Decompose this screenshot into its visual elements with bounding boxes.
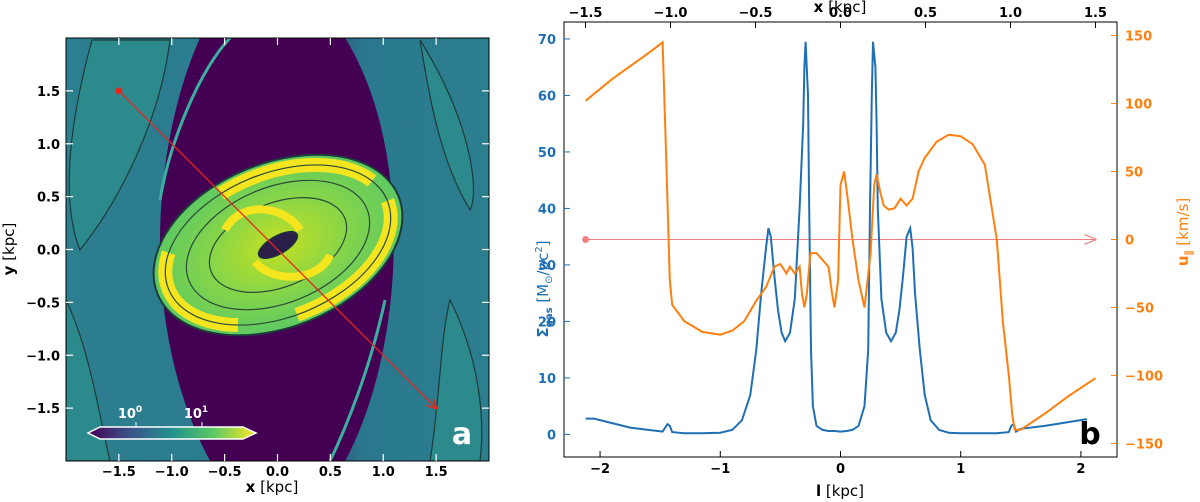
colorbar-bar [86,426,258,440]
panel-a-map: −1.5 −1.0 −0.5 0.0 0.5 1.0 1.5 −1.5 −1.0 −0.5 0.0 0… [0,37,490,496]
profile-xtick-label: −2 [590,462,610,477]
profile-ytick-label: 0 [547,428,556,443]
map-ytick-label: −1.5 [26,402,60,417]
map-ytick-label: 1.0 [37,138,60,153]
ring-contour-1 [164,164,392,326]
profile-ytick-label: 30 [538,259,556,274]
profile-y2tick-label: −100 [1125,369,1163,384]
velocity-line [584,40,1096,431]
dust-lane-south [328,299,387,461]
profile-axis-ticks: −2 −1 0 1 2 −1.5 −1.0 −0.5 0.0 0.5 1.0 1.5 0 10 20 30 40… [538,6,1163,477]
profile-top-tick-label: 1.5 [1084,6,1107,21]
colorbar-label-1: 100 [118,405,142,422]
nuclear-center [257,230,299,260]
map-xtick-label: −1.0 [155,465,189,480]
panel-a-letter: a [452,417,472,452]
profile-top-tick-label: −0.5 [739,6,773,21]
map-ytick-label: 0.0 [37,244,60,259]
halo-band-lower-right [429,298,483,461]
profile-top-tick-label: 0.0 [829,6,852,21]
profile-top-tick-label: 1.0 [999,6,1022,21]
map-xlabel: x [kpc] [246,478,299,496]
sigma-gas-line [585,41,1088,435]
profile-top-xlabel: x [kpc] [814,0,867,16]
profile-y2tick-label: 100 [1125,98,1152,113]
profile-y2tick-label: 0 [1125,234,1134,249]
profile-y2tick-label: 50 [1125,166,1143,181]
profile-top-tick-label: −1.0 [654,6,688,21]
profile-top-tick-label: 0.5 [914,6,937,21]
inner-arm-south [251,253,334,281]
zero-velocity-start-dot [582,236,590,243]
sightline-start-dot [115,87,123,95]
panel-b-letter: b [1079,417,1100,452]
profile-ytick-label: 10 [538,372,556,387]
inner-arm-north [221,205,304,233]
profile-y2tick-label: 150 [1125,30,1152,45]
profile-left-ylabel: Σgas [M⊙/pc2] [534,240,555,337]
panel-b-profile: −2 −1 0 1 2 −1.5 −1.0 −0.5 0.0 0.5 1.0 1.5 0 10 20 30 40… [534,0,1195,500]
halo-band-upper-left [68,39,171,252]
map-ytick-label: −0.5 [26,296,60,311]
profile-y2tick-label: −50 [1125,301,1154,316]
profile-ytick-label: 20 [538,315,556,330]
map-ylabel: y [kpc] [0,223,18,276]
profile-ytick-label: 70 [538,33,556,48]
dust-lane-north [158,38,232,201]
halo-band-upper-right [419,39,475,212]
profile-ytick-label: 40 [538,202,556,217]
profile-y2tick-label: −150 [1125,437,1163,452]
profile-xtick-label: 1 [956,462,965,477]
colorbar: 100 101 [86,405,258,440]
map-xtick-label: 1.5 [425,465,448,480]
map-xtick-label: −0.5 [208,465,242,480]
map-xtick-label: 1.0 [372,465,395,480]
profile-bottom-xlabel: l [kpc] [816,482,864,500]
profile-xtick-label: 0 [836,462,845,477]
sightline-arrow [118,90,436,408]
map-xtick-label: 0.5 [319,465,342,480]
map-axis-ticks: −1.5 −1.0 −0.5 0.0 0.5 1.0 1.5 −1.5 −1.0 −0.5 0.0 0… [26,38,489,480]
ring-contour-2 [185,179,371,311]
profile-right-ylabel: u∥ [km/s] [1174,198,1195,266]
profile-ytick-label: 50 [538,146,556,161]
map-xtick-label: 0.0 [266,465,289,480]
profile-xtick-label: 2 [1076,462,1085,477]
colorbar-label-2: 101 [184,405,208,422]
map-ytick-label: 1.5 [37,85,60,100]
profile-top-tick-label: −1.5 [569,6,603,21]
map-ytick-label: −1.0 [26,349,60,364]
map-ytick-label: 0.5 [37,191,60,206]
profile-xtick-label: −1 [710,462,730,477]
profile-ytick-label: 60 [538,89,556,104]
map-xtick-label: −1.5 [102,465,136,480]
